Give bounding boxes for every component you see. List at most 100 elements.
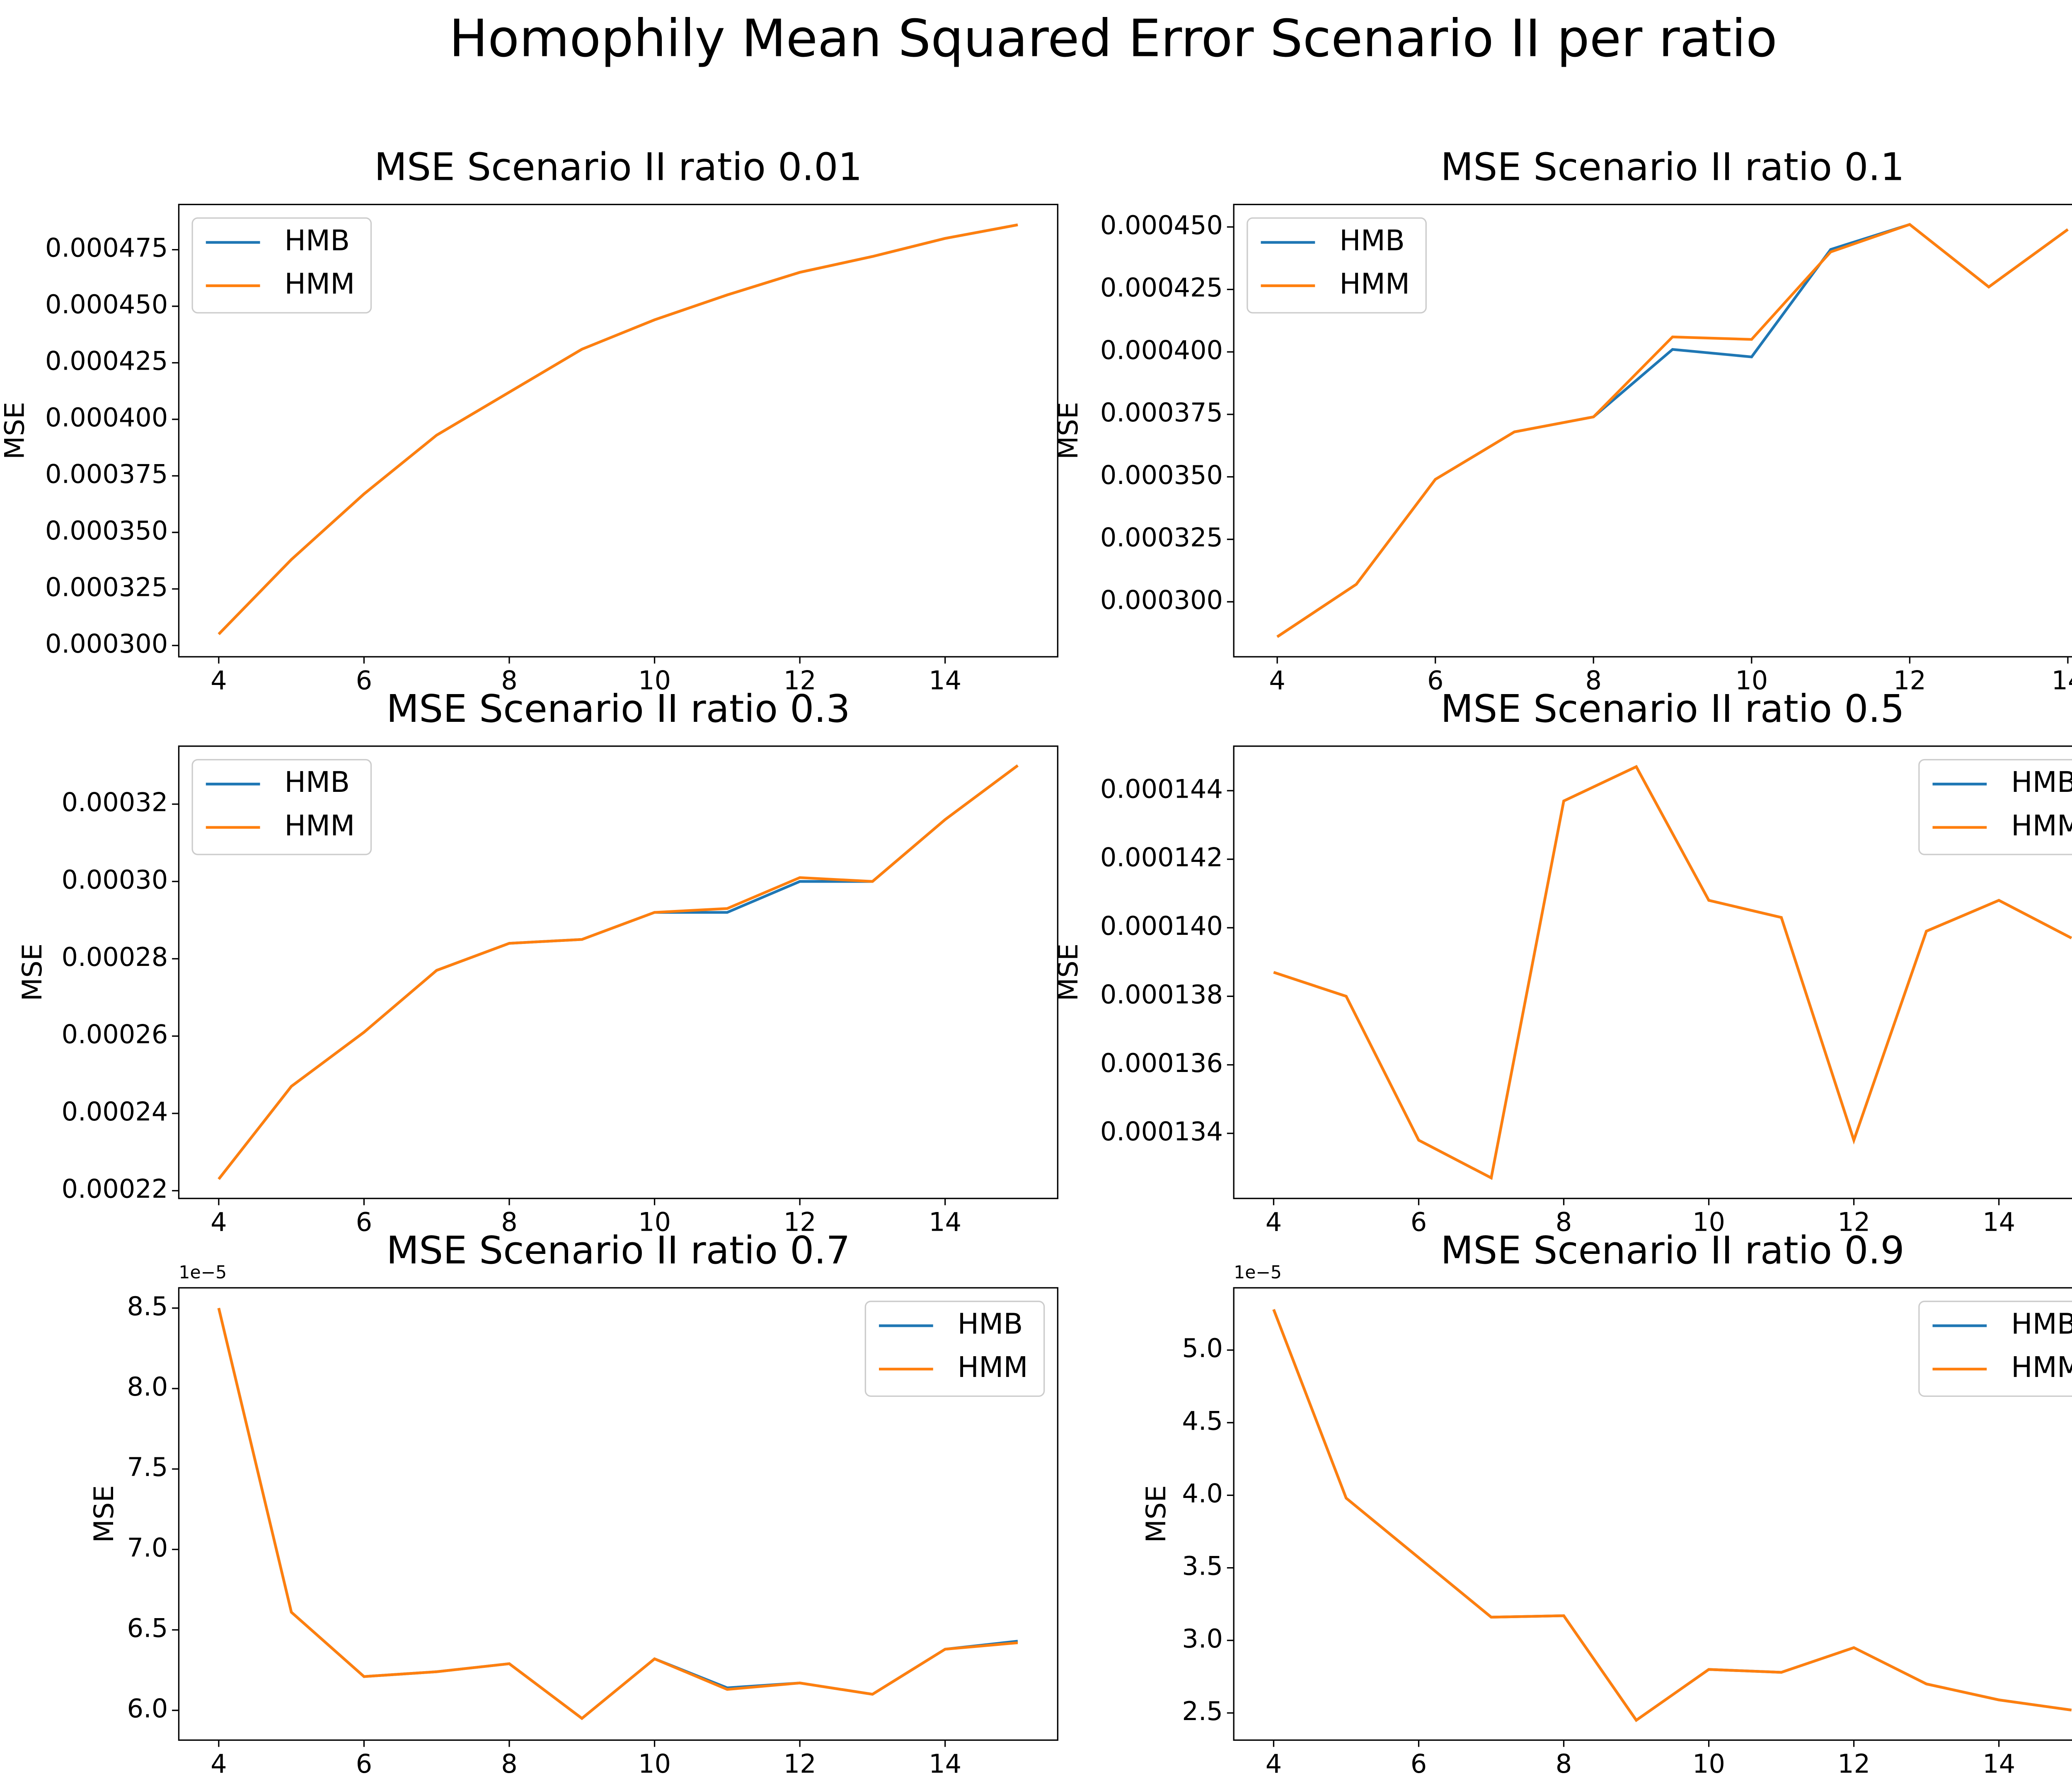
- y-tick-label: 0.000425: [1100, 273, 1223, 303]
- x-tick-label: 12: [784, 1207, 816, 1237]
- x-tick-label: 10: [1692, 1749, 1725, 1776]
- legend-label: HMB: [284, 766, 350, 799]
- x-tick-label: 10: [1735, 665, 1768, 695]
- y-tick-label: 0.000300: [1100, 585, 1223, 615]
- x-tick-label: 10: [638, 1207, 671, 1237]
- y-tick-label: 6.5: [127, 1613, 168, 1643]
- x-tick-label: 6: [356, 665, 373, 695]
- y-tick-label: 0.000144: [1100, 774, 1223, 804]
- y-tick-label: 0.000425: [45, 346, 168, 376]
- y-tick-label: 2.5: [1182, 1696, 1223, 1726]
- series-line: [1272, 1309, 2072, 1722]
- x-tick-label: 12: [784, 665, 816, 695]
- y-tick-label: 0.000450: [1100, 210, 1223, 240]
- y-tick-label: 0.000140: [1100, 911, 1223, 941]
- axes-frame: [178, 203, 1058, 658]
- series-line: [218, 764, 1019, 1180]
- series-line: [218, 223, 1018, 635]
- subplot-title: MSE Scenario II ratio 0.9: [1440, 1228, 1904, 1273]
- series-line: [1276, 223, 2069, 638]
- y-tick-label: 0.00022: [62, 1174, 168, 1204]
- y-tick-label: 0.000325: [1100, 523, 1223, 553]
- subplot-title: MSE Scenario II ratio 0.5: [1440, 687, 1904, 731]
- subplot: MSE Scenario II ratio 0.01 MSE 4 6 8 10 12 14 0.…: [0, 145, 1058, 695]
- subplot: MSE Scenario II ratio 0.7 MSE 1e−5 4 6 8 10 12 1…: [88, 1228, 1058, 1776]
- y-tick-label: 0.000400: [1100, 335, 1223, 365]
- y-tick-label: 6.0: [127, 1694, 168, 1724]
- figure-title: Homophily Mean Squared Error Scenario II…: [449, 9, 1777, 68]
- legend-label: HMM: [2011, 809, 2072, 842]
- x-tick-label: 8: [1556, 1207, 1572, 1237]
- y-tick-label: 0.000138: [1100, 979, 1223, 1009]
- y-tick-label: 0.000136: [1100, 1048, 1223, 1078]
- y-axis-label: MSE: [88, 1485, 120, 1543]
- y-tick-label: 0.000375: [1100, 397, 1223, 428]
- y-offset-label: 1e−5: [179, 1263, 227, 1283]
- legend-label: HMB: [284, 224, 350, 257]
- axes-frame: [1233, 745, 2072, 1199]
- subplot-title: MSE Scenario II ratio 0.01: [374, 145, 862, 189]
- legend-label: HMM: [284, 268, 355, 301]
- legend-label: HMB: [2011, 766, 2072, 799]
- y-axis-label: MSE: [1140, 1485, 1172, 1543]
- y-tick-label: 0.00032: [62, 787, 168, 818]
- y-tick-label: 0.00028: [62, 942, 168, 972]
- x-tick-label: 4: [211, 1749, 227, 1776]
- legend-label: HMB: [2011, 1307, 2072, 1340]
- y-tick-label: 0.00026: [62, 1019, 168, 1049]
- subplot-title: MSE Scenario II ratio 0.3: [386, 687, 850, 731]
- x-tick-label: 8: [501, 1207, 518, 1237]
- y-tick-label: 0.000375: [45, 459, 168, 489]
- y-tick-label: 3.0: [1182, 1624, 1223, 1654]
- x-tick-label: 14: [2051, 665, 2072, 695]
- subplot-title: MSE Scenario II ratio 0.7: [386, 1228, 850, 1273]
- y-axis-label: MSE: [1053, 402, 1084, 460]
- subplot: MSE Scenario II ratio 0.9 MSE 1e−5 4 6 8 10 12 1…: [1140, 1228, 2072, 1776]
- subplot: MSE Scenario II ratio 0.5 MSE 4 6 8 10 12 14 0.0…: [1053, 687, 2072, 1237]
- series-line: [1273, 765, 2072, 1180]
- x-tick-label: 6: [356, 1207, 373, 1237]
- y-tick-label: 0.000475: [45, 233, 168, 263]
- x-tick-label: 12: [784, 1749, 816, 1776]
- y-tick-label: 0.000325: [45, 572, 168, 602]
- y-tick-label: 0.000300: [45, 629, 168, 659]
- x-tick-label: 14: [929, 1749, 961, 1776]
- series-line: [217, 1308, 1018, 1720]
- y-tick-label: 0.00030: [62, 864, 168, 895]
- legend-label: HMB: [958, 1307, 1023, 1340]
- x-tick-label: 8: [1585, 665, 1602, 695]
- x-tick-label: 8: [501, 665, 518, 695]
- x-tick-label: 12: [1837, 1749, 1870, 1776]
- axes-frame: [1233, 203, 2072, 658]
- x-tick-label: 10: [1692, 1207, 1725, 1237]
- subplot-title: MSE Scenario II ratio 0.1: [1440, 145, 1904, 189]
- axes-frame: [178, 745, 1058, 1199]
- x-tick-label: 8: [1556, 1749, 1572, 1776]
- legend-label: HMM: [2011, 1351, 2072, 1384]
- y-tick-label: 0.00024: [62, 1096, 168, 1127]
- y-axis-label: MSE: [0, 402, 30, 460]
- x-tick-label: 14: [1982, 1749, 2015, 1776]
- x-tick-label: 10: [638, 665, 671, 695]
- y-axis-label: MSE: [1053, 944, 1084, 1001]
- y-tick-label: 0.000450: [45, 289, 168, 319]
- y-tick-label: 7.5: [127, 1452, 168, 1482]
- y-tick-label: 5.0: [1182, 1333, 1223, 1363]
- x-tick-label: 14: [929, 665, 961, 695]
- y-tick-label: 0.000400: [45, 402, 168, 433]
- y-tick-label: 4.5: [1182, 1406, 1223, 1436]
- y-tick-label: 0.000134: [1100, 1116, 1223, 1147]
- x-tick-label: 4: [1266, 1749, 1282, 1776]
- subplot: MSE Scenario II ratio 0.3 MSE 4 6 8 10 12 14 0.0…: [17, 687, 1058, 1237]
- legend-label: HMM: [1339, 268, 1410, 301]
- x-tick-label: 4: [1269, 665, 1285, 695]
- y-tick-label: 7.0: [127, 1532, 168, 1563]
- y-tick-label: 0.000350: [1100, 460, 1223, 490]
- x-tick-label: 4: [1266, 1207, 1282, 1237]
- x-tick-label: 6: [1427, 665, 1443, 695]
- y-tick-label: 0.000350: [45, 515, 168, 546]
- x-tick-label: 14: [929, 1207, 961, 1237]
- x-tick-label: 4: [211, 1207, 227, 1237]
